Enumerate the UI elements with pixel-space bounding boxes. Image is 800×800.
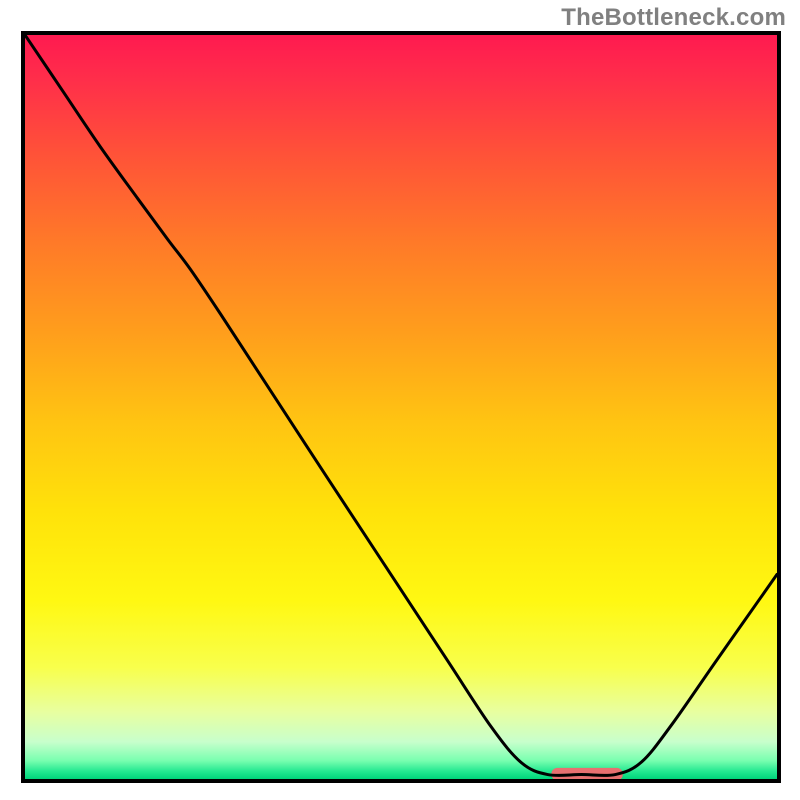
plot-area bbox=[21, 31, 781, 783]
curve-line bbox=[25, 35, 777, 775]
chart-overlay bbox=[25, 35, 777, 779]
watermark-text: TheBottleneck.com bbox=[561, 4, 786, 32]
chart-container: TheBottleneck.com bbox=[0, 0, 800, 800]
